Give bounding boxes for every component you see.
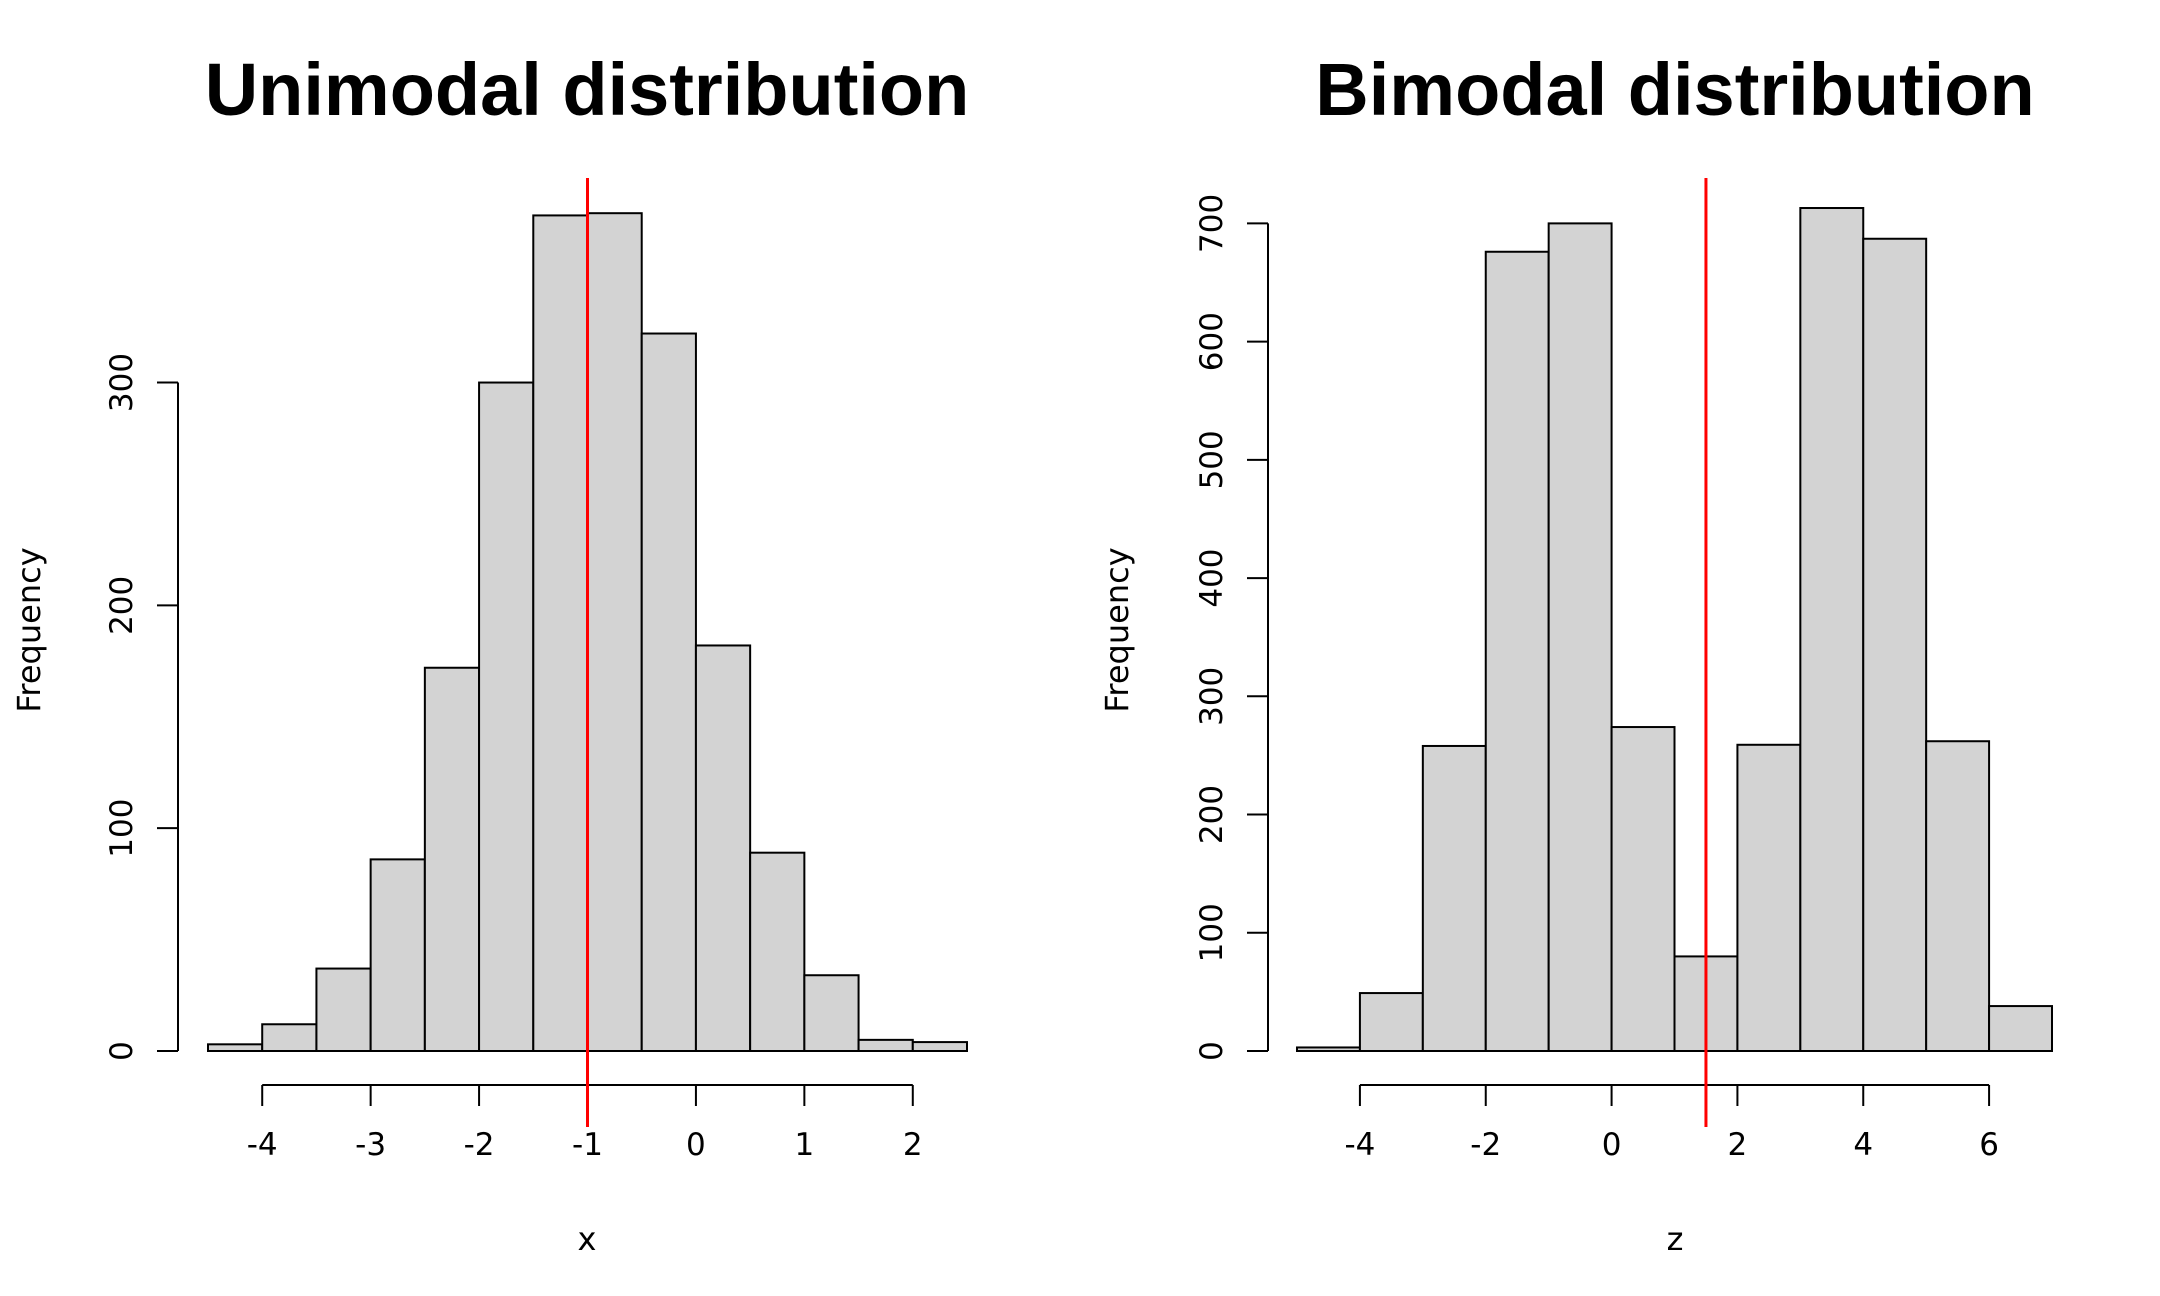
histogram-bar <box>1736 743 1802 1052</box>
x-tick-label: -1 <box>572 1127 603 1163</box>
x-tick-label: 4 <box>1853 1127 1873 1163</box>
histogram-bar <box>857 1038 914 1053</box>
histogram-bar <box>1547 222 1613 1052</box>
histogram-bar <box>369 858 426 1052</box>
histogram-bars <box>207 212 968 1053</box>
histogram-bar <box>315 967 372 1052</box>
histogram-bar <box>478 381 535 1052</box>
y-tick-label: 300 <box>1194 667 1230 726</box>
histogram-bars <box>1296 207 2054 1053</box>
x-tick-label: -2 <box>1470 1127 1501 1163</box>
y-tick-label: 200 <box>1194 785 1230 844</box>
y-axis-label: Frequency <box>1098 547 1136 712</box>
histogram-bar <box>803 974 860 1052</box>
bimodal-histogram-panel: Bimodal distribution 0100200300400500600… <box>1098 48 2054 1258</box>
y-tick-label: 100 <box>1194 903 1230 962</box>
x-tick-label: -2 <box>464 1127 495 1163</box>
histogram-bar <box>1421 744 1487 1052</box>
histogram-bar <box>1358 992 1424 1052</box>
x-tick-label: -3 <box>355 1127 386 1163</box>
histogram-bar <box>1484 250 1550 1052</box>
y-tick-label: 0 <box>104 1041 140 1061</box>
chart-title: Bimodal distribution <box>1315 48 2034 131</box>
histogram-bar <box>261 1023 318 1053</box>
histogram-bar <box>1799 207 1865 1053</box>
x-tick-label: 6 <box>1979 1127 1999 1163</box>
histogram-bar <box>423 666 481 1052</box>
x-tick-label: 2 <box>903 1127 923 1163</box>
histogram-bar <box>586 212 643 1052</box>
x-tick-label: 0 <box>1602 1127 1622 1163</box>
histogram-bar <box>1862 237 1928 1052</box>
y-tick-label: 600 <box>1194 312 1230 371</box>
x-tick-label: 2 <box>1728 1127 1748 1163</box>
y-axis: 0 100 200 300 400 500 600 700 <box>1194 194 1269 1061</box>
histogram-bar <box>911 1041 968 1052</box>
histogram-bar <box>207 1043 264 1053</box>
y-tick-label: 400 <box>1194 548 1230 607</box>
y-axis: 0 100 200 300 <box>104 353 179 1061</box>
x-tick-label: 1 <box>794 1127 814 1163</box>
y-axis-label: Frequency <box>10 547 48 712</box>
x-axis: -4 -2 0 2 4 6 <box>1344 1084 1999 1163</box>
histogram-bar <box>1296 1046 1361 1052</box>
y-tick-label: 500 <box>1194 430 1230 489</box>
x-axis: -4 -3 -2 -1 0 1 2 <box>247 1084 923 1163</box>
chart-title: Unimodal distribution <box>205 48 970 131</box>
y-tick-label: 0 <box>1194 1041 1230 1061</box>
y-tick-label: 100 <box>104 799 140 858</box>
x-tick-label: -4 <box>1344 1127 1375 1163</box>
x-axis-label: z <box>1667 1220 1684 1258</box>
x-tick-label: 0 <box>686 1127 706 1163</box>
histogram-bar <box>532 214 589 1052</box>
y-tick-label: 300 <box>104 353 140 412</box>
histogram-bar <box>1925 740 1991 1052</box>
x-axis-label: x <box>578 1220 597 1258</box>
histogram-bar <box>694 644 752 1052</box>
y-tick-label: 700 <box>1194 194 1230 253</box>
x-tick-label: -4 <box>247 1127 278 1163</box>
histogram-bar <box>1988 1005 2054 1052</box>
y-tick-label: 200 <box>104 576 140 635</box>
histogram-bar <box>1610 726 1676 1052</box>
histogram-bar <box>640 332 697 1052</box>
histogram-bar <box>749 851 806 1053</box>
